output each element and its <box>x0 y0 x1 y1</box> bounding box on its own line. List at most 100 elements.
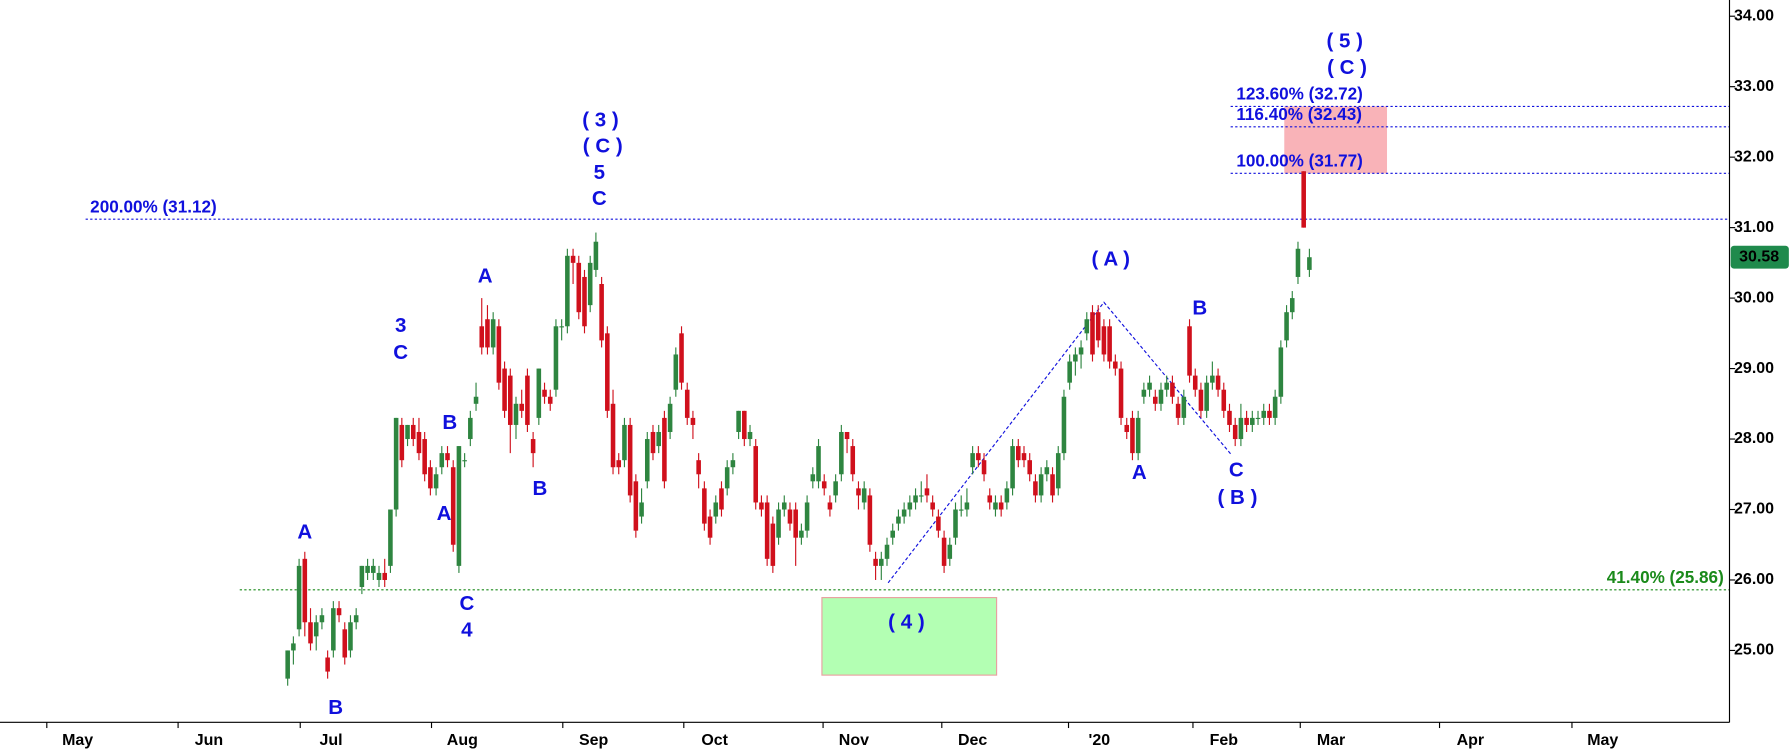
candle-body <box>884 544 890 559</box>
last-price-badge <box>1730 245 1789 269</box>
candle-body <box>656 431 661 447</box>
candle-body <box>1181 396 1187 418</box>
candle-body <box>485 319 490 348</box>
x-tick-label: '20 <box>1089 732 1111 749</box>
candle-body <box>1232 424 1238 440</box>
candle-body <box>1255 417 1261 420</box>
candle-body <box>331 608 336 651</box>
candle-body <box>559 326 564 328</box>
candle-body <box>1101 326 1107 355</box>
candle-body <box>302 558 308 623</box>
candle-body <box>622 424 627 461</box>
target-zone <box>821 597 998 676</box>
candle-body <box>707 516 713 538</box>
candle-body <box>1135 417 1141 454</box>
candle-body <box>1004 488 1010 503</box>
wave-label: ( B ) <box>1218 486 1258 509</box>
x-tick-label: Jul <box>320 732 343 749</box>
candle-body <box>1175 403 1181 418</box>
candle-body <box>953 509 958 538</box>
candle-body <box>570 255 576 263</box>
candle-body <box>439 453 445 468</box>
candle-body <box>821 481 827 489</box>
candle-body <box>730 460 736 468</box>
candle-body <box>793 509 798 538</box>
candle-body <box>1198 389 1204 411</box>
wave-label: B <box>442 411 457 434</box>
candle-body <box>371 565 376 573</box>
candle-body <box>336 608 342 616</box>
x-tick-label: Nov <box>839 732 869 749</box>
candle-body <box>770 523 776 566</box>
candle-body <box>833 481 838 496</box>
candle-body <box>462 460 467 462</box>
candle-body <box>376 572 382 580</box>
candle-body <box>867 495 873 545</box>
wave-label: A <box>437 502 452 525</box>
candle-body <box>901 509 907 517</box>
y-tick-label: 27.00 <box>1734 501 1774 518</box>
candle-body <box>936 516 941 531</box>
candle-body <box>1113 361 1118 369</box>
x-tick-label: May <box>1587 732 1618 749</box>
candle-body <box>856 488 861 496</box>
candle-body <box>781 502 787 510</box>
x-tick-label: Apr <box>1457 732 1485 749</box>
y-tick-label: 30.00 <box>1734 289 1774 306</box>
candle-body <box>673 354 679 390</box>
candle-body <box>633 481 639 531</box>
wave-label: A <box>1132 461 1147 484</box>
candle-body <box>913 495 918 503</box>
candle-body <box>764 502 770 559</box>
y-tick-label: 34.00 <box>1734 7 1774 24</box>
candle-body <box>365 565 370 573</box>
candle-body <box>753 446 759 503</box>
wave-label: C <box>1229 459 1244 482</box>
y-tick-label: 28.00 <box>1734 430 1774 447</box>
candle-body <box>987 495 993 503</box>
candle-body <box>285 650 290 679</box>
candle-body <box>993 502 998 510</box>
candle-body <box>650 431 656 454</box>
candle-body <box>941 537 947 566</box>
x-tick-label: Mar <box>1317 732 1345 749</box>
candle-body <box>313 622 319 637</box>
candle-body <box>1027 460 1032 475</box>
candle-body <box>542 389 547 397</box>
candle-body <box>964 502 970 510</box>
candle-body <box>393 417 399 510</box>
candle-body <box>918 495 924 497</box>
y-tick-label: 32.00 <box>1734 148 1774 165</box>
candle-body <box>907 502 913 510</box>
candle-body <box>776 509 781 538</box>
candle-body <box>662 417 667 482</box>
candle-body <box>610 403 616 468</box>
candle-body <box>1284 312 1289 341</box>
candle-body <box>416 431 422 454</box>
wave-label: ( A ) <box>1092 248 1130 271</box>
candle-body <box>981 460 987 475</box>
candle-body <box>1295 248 1301 277</box>
candle-body <box>479 326 485 348</box>
candle-body <box>747 431 753 440</box>
candle-body <box>342 629 348 658</box>
x-tick-label: Feb <box>1210 732 1239 749</box>
x-tick-label: Sep <box>579 732 609 749</box>
candle-body <box>308 622 313 644</box>
candle-body <box>976 453 981 461</box>
candle-body <box>1261 410 1267 418</box>
candle-body <box>759 502 764 510</box>
candle-body <box>696 460 701 475</box>
candle-body <box>850 446 856 475</box>
candle-body <box>296 565 302 630</box>
candle-body <box>433 474 439 489</box>
candle-body <box>1038 474 1044 496</box>
wave-label: A <box>297 520 312 543</box>
candle-body <box>428 467 433 489</box>
candle-body <box>422 439 427 475</box>
candle-body <box>1204 382 1209 411</box>
last-price-label: 30.58 <box>1739 248 1779 265</box>
candle-body <box>804 502 810 531</box>
candle-body <box>816 446 821 482</box>
